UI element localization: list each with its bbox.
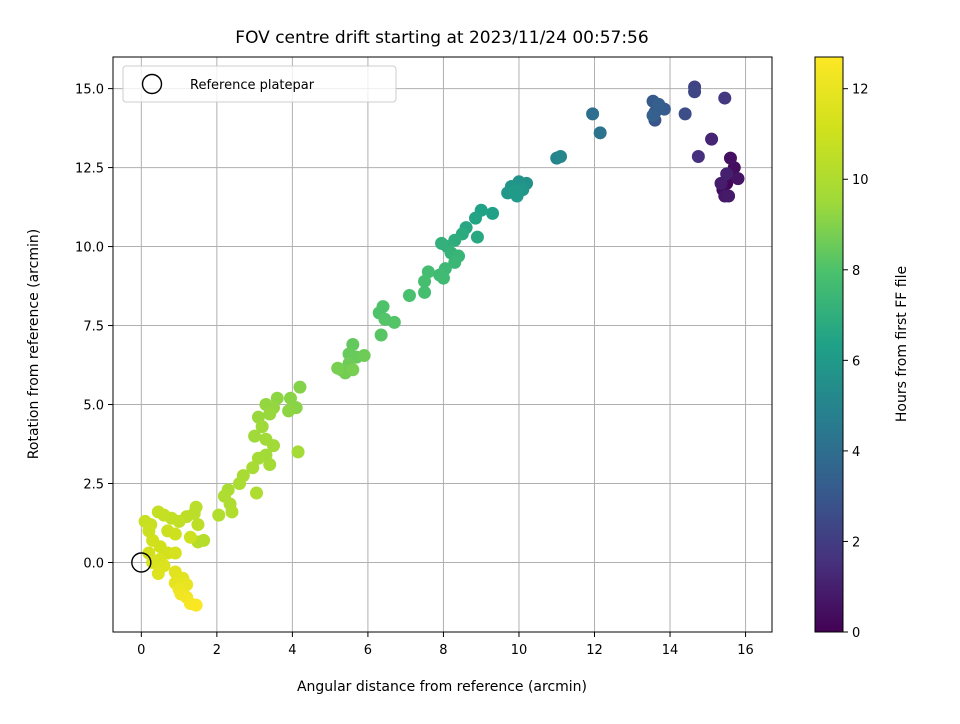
x-tick-label: 14 bbox=[662, 643, 679, 658]
axis-ticks: 0 2 4 6 8 10 12 14 16 0.0 2.5 5.0 7.5 10.0 12.5 15.0 bbox=[75, 83, 754, 658]
x-axis-label: Angular distance from reference (arcmin) bbox=[297, 679, 587, 695]
scatter-point bbox=[448, 255, 462, 269]
scatter-point bbox=[714, 176, 728, 190]
scatter-point bbox=[246, 461, 260, 475]
y-tick-label: 7.5 bbox=[83, 320, 104, 335]
scatter-point bbox=[688, 85, 702, 99]
scatter-point bbox=[291, 445, 305, 459]
scatter-point bbox=[255, 420, 269, 434]
y-axis-label: Rotation from reference (arcmin) bbox=[26, 229, 42, 459]
scatter-point bbox=[435, 236, 449, 250]
scatter-point bbox=[151, 505, 165, 519]
scatter-point bbox=[554, 150, 568, 164]
legend-box bbox=[122, 65, 397, 103]
scatter-point bbox=[646, 108, 660, 122]
y-tick-label: 2.5 bbox=[83, 478, 104, 493]
scatter-point bbox=[248, 429, 262, 443]
scatter-point bbox=[593, 126, 607, 140]
colorbar: 0 2 4 6 8 10 12 Hours from first FF file bbox=[814, 56, 910, 641]
scatter-point bbox=[374, 328, 388, 342]
scatter-point bbox=[470, 230, 484, 244]
colorbar-tick-label: 8 bbox=[852, 264, 860, 279]
scatter-point bbox=[263, 458, 277, 472]
scatter-point bbox=[251, 451, 265, 465]
x-tick-label: 4 bbox=[288, 643, 296, 658]
scatter-point bbox=[183, 530, 197, 544]
scatter-point bbox=[691, 150, 705, 164]
x-tick-label: 16 bbox=[737, 643, 754, 658]
colorbar-gradient bbox=[814, 56, 844, 633]
scatter-point bbox=[283, 391, 297, 405]
scatter-point bbox=[436, 271, 450, 285]
colorbar-tick-label: 10 bbox=[852, 173, 869, 188]
colorbar-label: Hours from first FF file bbox=[894, 266, 910, 422]
scatter-point bbox=[282, 404, 296, 418]
scatter-point bbox=[189, 598, 203, 612]
scatter-point bbox=[293, 380, 307, 394]
scatter-point bbox=[469, 211, 483, 225]
scatter-point bbox=[508, 184, 522, 198]
scatter-point bbox=[722, 189, 736, 203]
scatter-point bbox=[720, 167, 734, 181]
grid-lines bbox=[113, 57, 772, 632]
colorbar-ticks: 0 2 4 6 8 10 12 bbox=[843, 83, 869, 641]
scatter-point bbox=[225, 505, 239, 519]
x-tick-label: 10 bbox=[511, 643, 528, 658]
scatter-point bbox=[718, 91, 732, 105]
scatter-point bbox=[151, 567, 165, 581]
reference-platepar-marker bbox=[131, 552, 152, 573]
scatter-point bbox=[418, 285, 432, 299]
scatter-point bbox=[723, 151, 737, 165]
scatter-point bbox=[357, 349, 371, 363]
scatter-point bbox=[250, 486, 264, 500]
scatter-point bbox=[263, 407, 277, 421]
scatter-point bbox=[402, 289, 416, 303]
scatter-point bbox=[212, 508, 226, 522]
x-tick-label: 6 bbox=[364, 643, 372, 658]
scatter-points bbox=[138, 80, 745, 612]
colorbar-tick-label: 0 bbox=[852, 626, 860, 641]
scatter-point bbox=[346, 363, 360, 377]
x-tick-label: 0 bbox=[137, 643, 145, 658]
scatter-point bbox=[418, 274, 432, 288]
scatter-point bbox=[233, 477, 247, 491]
x-tick-label: 12 bbox=[586, 643, 603, 658]
x-tick-label: 8 bbox=[439, 643, 447, 658]
scatter-point bbox=[168, 546, 182, 560]
legend-label: Reference platepar bbox=[190, 78, 315, 93]
reference-layer bbox=[131, 552, 152, 573]
scatter-point bbox=[168, 527, 182, 541]
scatter-point bbox=[652, 97, 666, 111]
legend: Reference platepar bbox=[122, 65, 397, 103]
scatter-point bbox=[191, 518, 205, 532]
scatter-point bbox=[586, 107, 600, 121]
colorbar-tick-label: 12 bbox=[852, 83, 869, 98]
y-tick-label: 10.0 bbox=[75, 241, 104, 256]
x-tick-label: 2 bbox=[213, 643, 221, 658]
colorbar-tick-label: 4 bbox=[852, 445, 860, 460]
scatter-point bbox=[678, 107, 692, 121]
colorbar-tick-label: 2 bbox=[852, 535, 860, 550]
scatter-point bbox=[267, 439, 281, 453]
scatter-point bbox=[387, 315, 401, 329]
scatter-point bbox=[486, 206, 500, 220]
scatter-point bbox=[731, 172, 745, 186]
plot-frame bbox=[112, 56, 773, 633]
y-tick-label: 12.5 bbox=[75, 162, 104, 177]
y-tick-label: 5.0 bbox=[83, 399, 104, 414]
scatter-point bbox=[331, 361, 345, 375]
y-tick-label: 0.0 bbox=[83, 556, 104, 571]
chart-title: FOV centre drift starting at 2023/11/24 … bbox=[235, 28, 648, 48]
scatter-point bbox=[146, 555, 160, 569]
colorbar-tick-label: 6 bbox=[852, 354, 860, 369]
legend-reference-marker bbox=[141, 73, 163, 95]
scatter-point bbox=[705, 132, 719, 146]
y-tick-label: 15.0 bbox=[75, 83, 104, 98]
